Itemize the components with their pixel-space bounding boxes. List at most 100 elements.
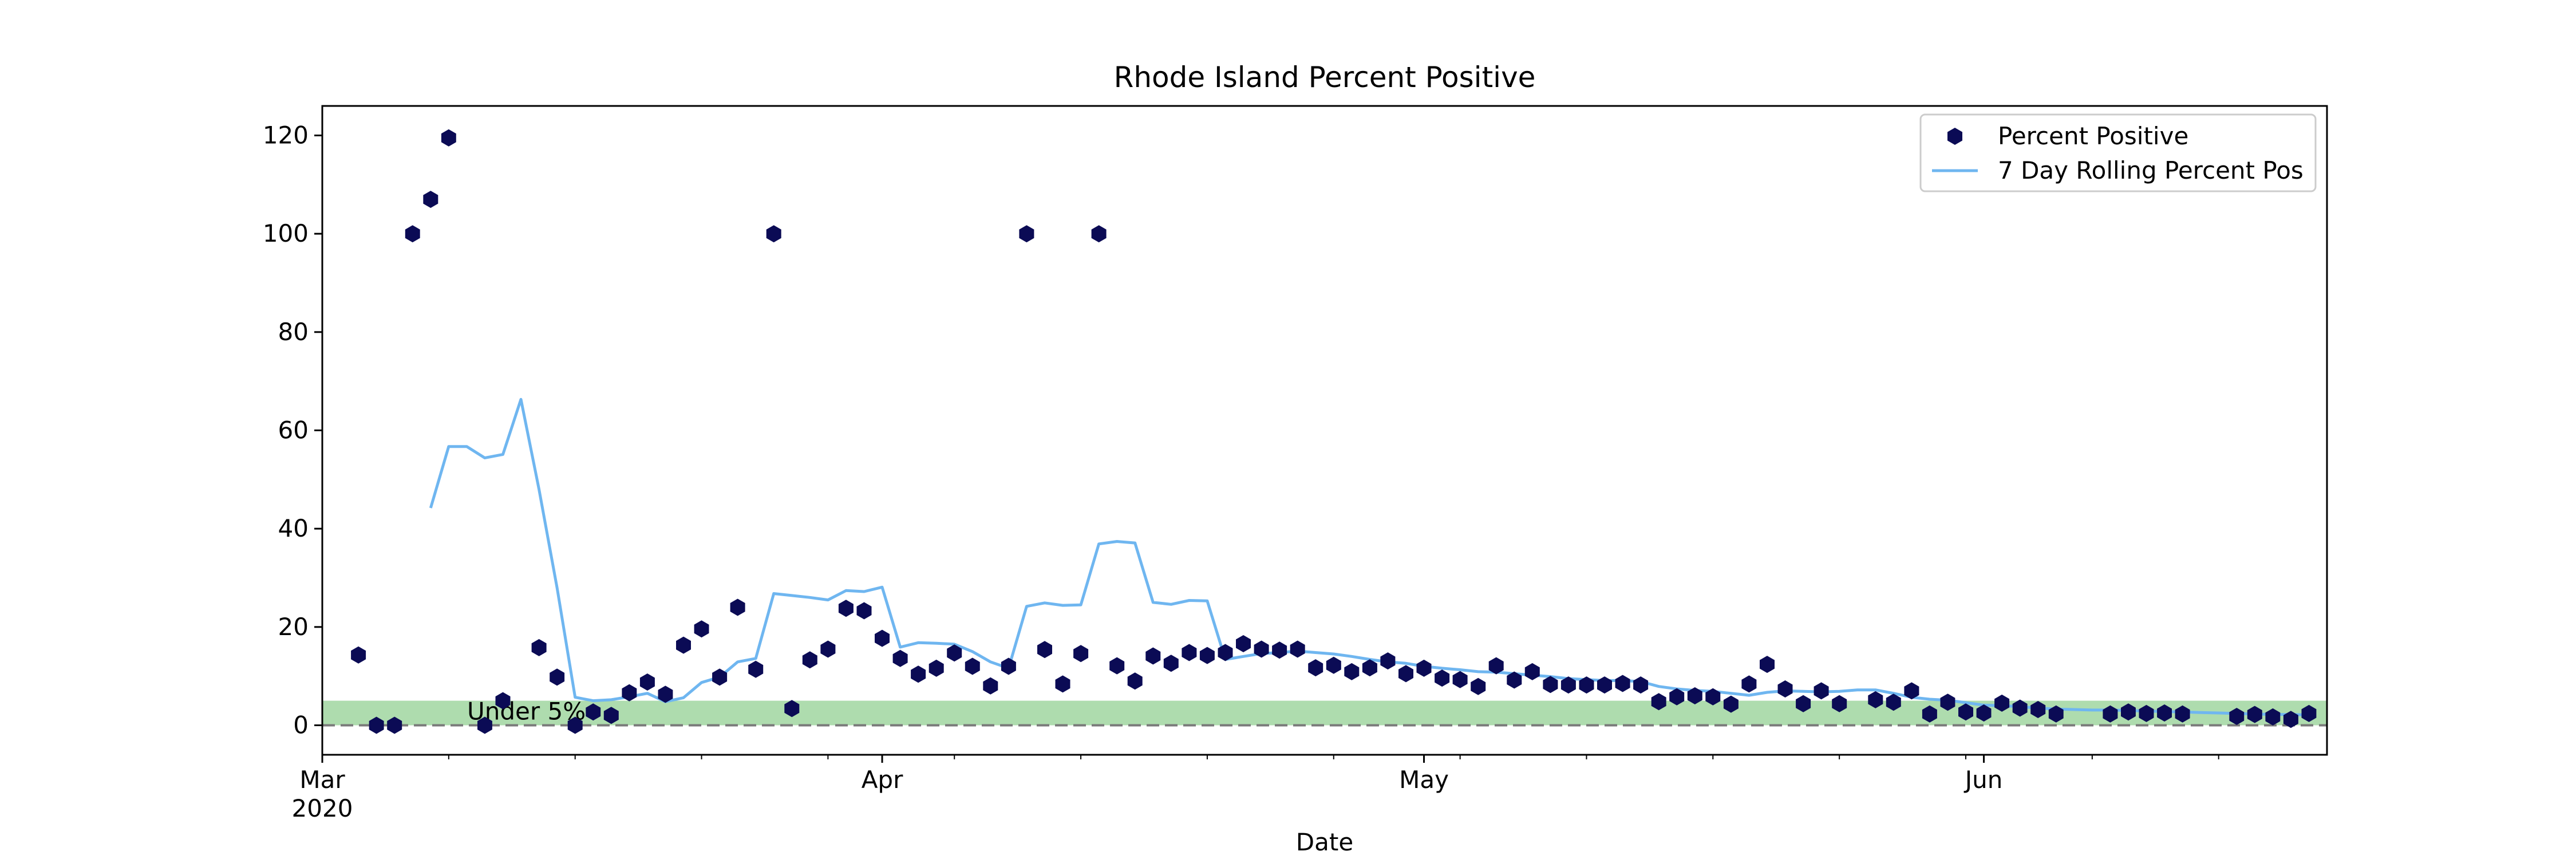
percent-positive-point (1922, 705, 1937, 723)
y-tick-label: 80 (278, 318, 309, 346)
percent-positive-point (1723, 695, 1739, 713)
legend-marker-percent-positive (1947, 128, 1962, 145)
percent-positive-point (1145, 647, 1161, 665)
percent-positive-point (2048, 705, 2064, 723)
percent-positive-point (2030, 701, 2046, 718)
percent-positive-point (423, 191, 438, 208)
legend-label-percent-positive: Percent Positive (1998, 122, 2188, 150)
x-tick-label: Mar (299, 766, 345, 794)
percent-positive-point (1705, 688, 1721, 706)
percent-positive-point (1398, 665, 1413, 683)
x-tick-label: Jun (1963, 766, 2003, 794)
percent-positive-point (766, 225, 781, 243)
x-tick-sublabel: 2020 (292, 794, 353, 822)
percent-positive-point (567, 716, 583, 734)
percent-positive-point (748, 660, 764, 678)
percent-positive-point (622, 684, 637, 702)
percent-positive-point (1452, 671, 1468, 688)
percent-positive-point (784, 700, 800, 718)
legend-label-rolling: 7 Day Rolling Percent Pos (1998, 156, 2304, 184)
percent-positive-point (550, 668, 565, 686)
percent-positive-point (1055, 675, 1070, 693)
percent-positive-point (2229, 708, 2245, 725)
percent-positive-point (1597, 676, 1612, 694)
percent-positive-point (1940, 693, 1955, 711)
percent-positive-point (639, 673, 655, 691)
percent-positive-point (1560, 676, 1576, 694)
percent-positive-point (1687, 687, 1702, 704)
percent-positive-point (856, 602, 872, 620)
percent-positive-point (1760, 656, 1775, 673)
percent-positive-point (1471, 677, 1486, 695)
percent-positive-point (2139, 704, 2154, 722)
percent-positive-point (1651, 693, 1666, 711)
percent-positive-point (820, 640, 836, 658)
percent-positive-point (1507, 671, 1522, 689)
percent-positive-point (983, 677, 998, 695)
percent-positive-point (2265, 708, 2281, 726)
percent-positive-point (2247, 706, 2262, 723)
y-tick-label: 100 (263, 219, 309, 247)
percent-positive-point (1868, 691, 1883, 708)
percent-positive-point (2301, 704, 2317, 722)
percent-positive-point (911, 665, 926, 683)
percent-positive-point (1416, 659, 1432, 677)
percent-positive-point (1073, 645, 1089, 663)
percent-positive-point (1182, 644, 1197, 661)
percent-positive-point (1958, 703, 1973, 721)
percent-positive-point (658, 685, 673, 703)
percent-positive-point (1543, 676, 1558, 693)
percent-positive-point (1344, 663, 1360, 680)
percent-positive-point (1001, 657, 1016, 675)
percent-positive-point (1362, 659, 1377, 677)
percent-positive-point (2121, 703, 2136, 721)
percent-positive-point (2175, 705, 2190, 723)
percent-positive-point (1994, 694, 2010, 712)
percent-positive-point (2283, 711, 2298, 728)
percent-positive-point (603, 707, 619, 724)
percent-positive-point (947, 644, 962, 662)
x-tick-label: Apr (862, 766, 903, 794)
percent-positive-point (1741, 675, 1757, 693)
percent-positive-point (929, 659, 944, 677)
x-axis-label: Date (1296, 828, 1353, 856)
percent-positive-point (1814, 682, 1829, 700)
percent-positive-point (1669, 688, 1685, 706)
percent-positive-point (1796, 695, 1811, 712)
percent-positive-point (351, 646, 366, 664)
y-tick-label: 120 (263, 121, 309, 149)
percent-positive-point (1633, 676, 1649, 694)
percent-positive-point (1886, 693, 1901, 711)
y-tick-label: 60 (278, 416, 309, 444)
percent-positive-point (694, 620, 709, 638)
percent-positive-point (965, 657, 980, 675)
percent-positive-point (1832, 695, 1847, 712)
y-tick-label: 20 (278, 613, 309, 641)
percent-positive-point (387, 716, 402, 734)
percent-positive-point (1254, 640, 1269, 658)
percent-positive-point (1904, 682, 1919, 700)
percent-positive-point (1163, 655, 1179, 672)
percent-positive-point (1380, 652, 1396, 670)
percent-positive-point (1777, 680, 1793, 698)
percent-positive-point (405, 225, 420, 243)
percent-positive-point (1524, 663, 1540, 680)
percent-positive-point (1127, 672, 1143, 690)
percent-positive-point (730, 598, 745, 616)
percent-positive-point (2103, 705, 2118, 723)
percent-positive-point (712, 668, 728, 686)
x-tick-label: May (1399, 766, 1449, 794)
percent-positive-point (1976, 704, 1992, 722)
percent-positive-point (1236, 635, 1251, 652)
chart-title: Rhode Island Percent Positive (1114, 61, 1536, 94)
legend-box (1919, 113, 2317, 192)
percent-positive-point (875, 629, 890, 647)
percent-positive-point (838, 600, 854, 617)
percent-positive-point (2012, 699, 2028, 717)
percent-positive-point (1199, 647, 1215, 664)
percent-positive-point (1109, 657, 1125, 675)
percent-positive-point (1308, 659, 1323, 677)
percent-positive-point (1488, 657, 1504, 675)
